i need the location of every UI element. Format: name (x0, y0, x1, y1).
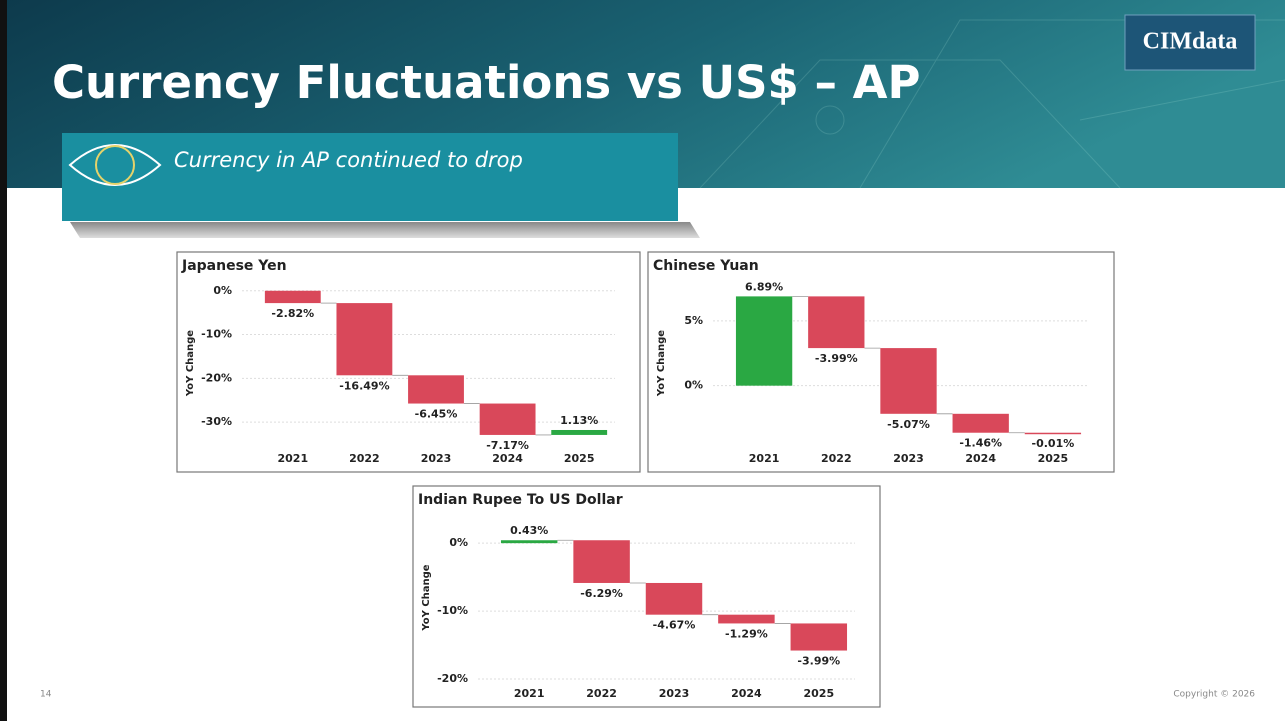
y-tick-label: -20% (437, 672, 468, 685)
waterfall-bar (408, 375, 464, 404)
y-tick-label: -10% (201, 328, 232, 341)
data-label: -3.99% (797, 655, 840, 668)
logo-box (1124, 14, 1256, 71)
copyright: Copyright © 2026 (1173, 690, 1255, 700)
waterfall-bar (645, 582, 703, 615)
data-label: -4.67% (653, 619, 696, 632)
waterfall-bar (790, 623, 848, 651)
data-label: -16.49% (339, 379, 389, 392)
waterfall-bar (808, 296, 865, 349)
x-tick-label: 2025 (564, 452, 595, 465)
x-tick-label: 2023 (893, 452, 924, 465)
chart-frame (176, 251, 641, 473)
y-tick-label: 5% (684, 314, 703, 327)
data-label: 6.89% (745, 280, 783, 293)
chart-title: Chinese Yuan (653, 258, 759, 274)
eye-icon (68, 144, 162, 186)
x-tick-label: 2021 (277, 452, 308, 465)
y-tick-label: 0% (213, 284, 232, 297)
left-border (0, 0, 7, 721)
y-tick-label: -30% (201, 415, 232, 428)
waterfall-bar (500, 540, 558, 544)
x-tick-label: 2024 (731, 687, 762, 700)
chart-title: Indian Rupee To US Dollar (418, 492, 623, 508)
x-tick-label: 2022 (821, 452, 852, 465)
y-tick-label: -20% (201, 371, 232, 384)
y-tick-label: 0% (449, 536, 468, 549)
data-label: -6.29% (580, 587, 623, 600)
subtitle: Currency in AP continued to drop (174, 148, 523, 172)
subtitle-banner (62, 133, 678, 221)
data-label: -6.45% (415, 408, 458, 421)
y-axis-title: YoY Change (185, 330, 196, 397)
y-axis-title: YoY Change (421, 564, 432, 631)
x-tick-label: 2022 (586, 687, 617, 700)
data-label: -0.01% (1032, 437, 1075, 450)
x-tick-label: 2025 (803, 687, 834, 700)
data-label: 1.13% (560, 414, 598, 427)
data-label: -1.46% (959, 437, 1002, 450)
page-number: 14 (40, 690, 52, 700)
waterfall-bar (573, 540, 630, 583)
y-tick-label: 0% (684, 379, 703, 392)
data-label: -5.07% (887, 418, 930, 431)
waterfall-bar (1024, 432, 1082, 435)
x-tick-label: 2023 (421, 452, 452, 465)
logo: CIMdata (1143, 29, 1238, 55)
y-tick-label: -10% (437, 604, 468, 617)
data-label: -1.29% (725, 627, 768, 640)
data-label: -7.17% (486, 439, 529, 452)
waterfall-bar (479, 403, 536, 435)
x-tick-label: 2024 (492, 452, 523, 465)
x-tick-label: 2022 (349, 452, 380, 465)
waterfall-bar (952, 413, 1009, 433)
x-tick-label: 2024 (965, 452, 996, 465)
y-axis-title: YoY Change (656, 330, 667, 397)
x-tick-label: 2023 (659, 687, 690, 700)
waterfall-bar (551, 429, 608, 435)
data-label: -2.82% (271, 307, 314, 320)
waterfall-bar (880, 348, 937, 414)
waterfall-bar (264, 290, 321, 304)
banner-shadow (70, 222, 700, 238)
waterfall-bar (718, 614, 775, 624)
x-tick-label: 2025 (1038, 452, 1069, 465)
x-tick-label: 2021 (514, 687, 545, 700)
slide-title: Currency Fluctuations vs US$ – AP (52, 56, 921, 109)
chart-title: Japanese Yen (181, 258, 287, 274)
waterfall-bar (336, 303, 393, 376)
data-label: 0.43% (510, 524, 548, 537)
waterfall-bar (735, 296, 793, 386)
x-tick-label: 2021 (749, 452, 780, 465)
data-label: -3.99% (815, 352, 858, 365)
